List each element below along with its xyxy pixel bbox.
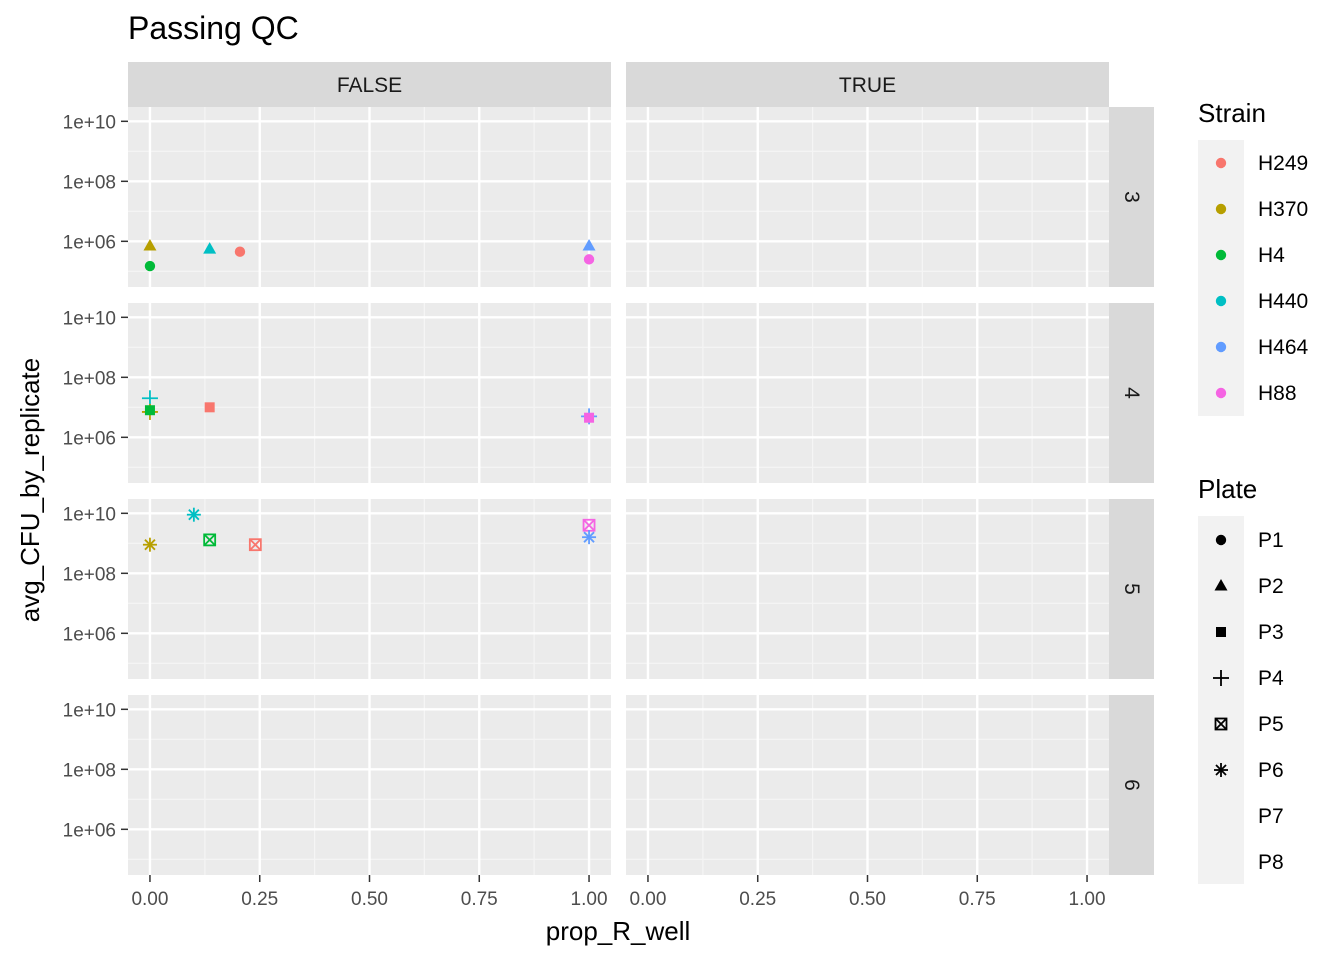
data-point-h440-p2: [203, 242, 217, 254]
y-tick-label: 1e+08: [63, 172, 116, 193]
plate-legend-label: P3: [1258, 621, 1284, 644]
facet-strip-row-label: 6: [1120, 779, 1143, 791]
plate-legend-label: P2: [1258, 575, 1284, 598]
facet-strip-col-false: [128, 62, 611, 107]
y-tick-label: 1e+06: [63, 428, 116, 449]
facet-strip-col-label: TRUE: [839, 74, 896, 97]
x-tick-label: 0.50: [849, 889, 886, 910]
strain-legend-key: [1215, 249, 1227, 261]
y-tick-label: 1e+08: [63, 368, 116, 389]
plate-legend-key: [1214, 579, 1228, 591]
y-tick-label: 1e+10: [63, 700, 116, 721]
x-axis-label: prop_R_well: [546, 916, 691, 946]
x-tick-label: 0.00: [131, 889, 168, 910]
x-tick-label: 1.00: [1069, 889, 1106, 910]
facet-strip-col-label: FALSE: [337, 74, 402, 97]
facet-strip-row-label: 5: [1120, 583, 1143, 595]
plate-legend-title: Plate: [1198, 474, 1257, 504]
plate-legend-label: P8: [1258, 851, 1284, 874]
y-tick-label: 1e+06: [63, 232, 116, 253]
plate-legend-key: [1214, 763, 1228, 777]
plate-legend-key: [1216, 627, 1226, 637]
data-point-h4-p3: [144, 405, 155, 416]
plate-legend-label: P4: [1258, 667, 1284, 690]
data-points: [141, 238, 598, 552]
data-point-h370-p6: [142, 537, 157, 552]
y-tick-label: 1e+10: [63, 112, 116, 133]
x-tick-label: 0.50: [351, 889, 388, 910]
strain-legend-key: [1215, 387, 1227, 399]
data-point-h370-p2: [143, 238, 157, 251]
strain-legend-key: [1215, 341, 1227, 353]
strain-legend-key: [1215, 157, 1227, 169]
facet-panels: FALSE TRUE 3 1e+06 1e+08 1e+10 4 1e+06 1e+08 1e+1…: [63, 62, 1154, 910]
data-point-h464-p6: [582, 530, 597, 545]
strain-legend-label: H464: [1258, 336, 1309, 359]
chart-title: Passing QC: [128, 10, 299, 46]
plate-legend: Plate P1 P2 P3 P4 P5 P6 P7 P8: [1198, 474, 1284, 884]
facet-strip-row-5: [1109, 499, 1154, 679]
data-point-h464-p2: [582, 238, 596, 251]
y-tick-label: 1e+06: [63, 820, 116, 841]
y-tick-label: 1e+06: [63, 624, 116, 645]
plate-legend-label: P6: [1258, 759, 1284, 782]
plate-legend-label: P7: [1258, 805, 1284, 828]
strain-legend-label: H370: [1258, 198, 1308, 221]
data-point-h4-p5: [203, 533, 217, 547]
x-tick-label: 0.75: [461, 889, 498, 910]
data-point-h440-p4: [141, 390, 158, 407]
y-axis-label: avg_CFU_by_replicate: [15, 358, 45, 622]
strain-legend-label: H249: [1258, 152, 1308, 175]
facet-strip-row-4: [1109, 303, 1154, 483]
facet-strip-row-label: 4: [1120, 387, 1143, 399]
plate-legend-label: P1: [1258, 529, 1284, 552]
data-point-h249-p5: [248, 538, 262, 552]
data-point-h249-p1: [234, 246, 246, 257]
strain-legend: Strain H249 H370 H4 H440 H464 H88: [1198, 98, 1309, 416]
strain-legend-title: Strain: [1198, 98, 1266, 128]
x-tick-label: 1.00: [571, 889, 608, 910]
plate-legend-label: P5: [1258, 713, 1284, 736]
y-tick-label: 1e+10: [63, 504, 116, 525]
y-tick-label: 1e+08: [63, 564, 116, 585]
plate-legend-key: [1214, 717, 1228, 731]
facet-strip-row-label: 3: [1120, 191, 1143, 203]
x-tick-label: 0.00: [629, 889, 666, 910]
plate-legend-key: [1213, 670, 1229, 686]
x-tick-label: 0.75: [959, 889, 996, 910]
facet-strip-col-true: [626, 62, 1109, 107]
strain-legend-label: H440: [1258, 290, 1308, 313]
facet-strip-row-6: [1109, 695, 1154, 875]
facet-strip-row-3: [1109, 107, 1154, 287]
y-tick-label: 1e+08: [63, 760, 116, 781]
strain-legend-label: H4: [1258, 244, 1285, 267]
data-point-h440-p6: [186, 507, 201, 522]
data-point-h249-p3: [204, 402, 215, 413]
strain-legend-label: H88: [1258, 382, 1297, 405]
x-tick-label: 0.25: [739, 889, 776, 910]
plate-legend-key: [1215, 534, 1227, 546]
data-point-h88-p3: [584, 412, 595, 423]
x-tick-label: 0.25: [241, 889, 278, 910]
data-point-h4-p1: [144, 260, 156, 272]
y-tick-label: 1e+10: [63, 308, 116, 329]
strain-legend-key: [1215, 295, 1227, 307]
strain-legend-key: [1215, 203, 1227, 215]
data-point-h88-p1: [583, 254, 595, 265]
strain-legend-keys-bg: [1198, 140, 1244, 416]
plate-legend-keys-bg: [1198, 516, 1244, 884]
